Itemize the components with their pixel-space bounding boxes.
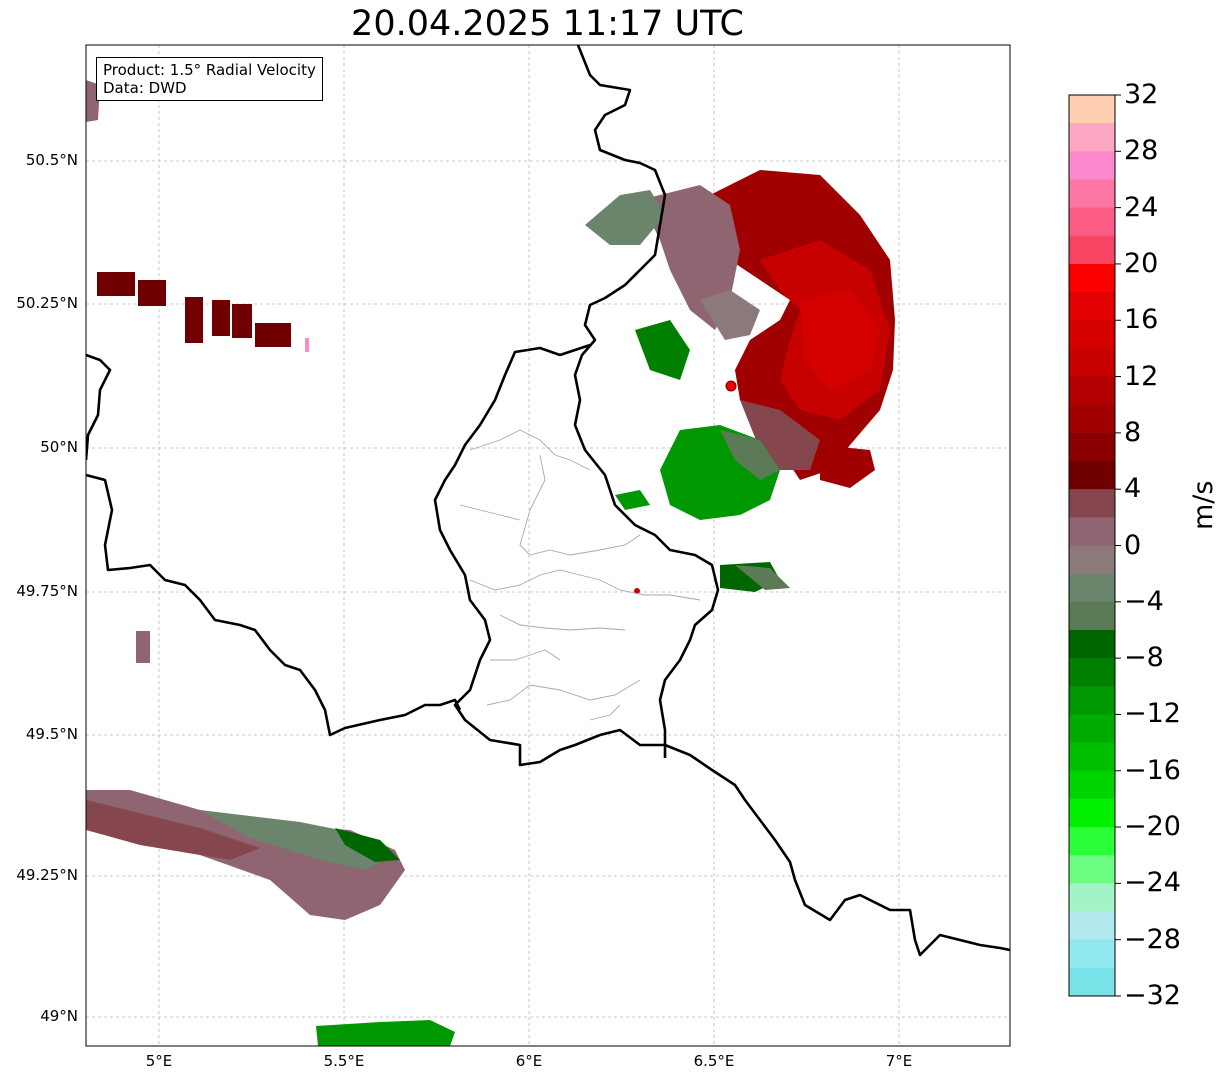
colorbar-band	[1069, 714, 1115, 744]
colorbar-band	[1069, 292, 1115, 321]
colorbar-tick-label: −20	[1124, 811, 1181, 843]
lat-label: 49.5°N	[25, 725, 78, 743]
colorbar-band	[1069, 798, 1115, 828]
lon-label: 5.5°E	[323, 1052, 365, 1070]
colorbar-band	[1069, 686, 1115, 715]
colorbar-tick-label: 12	[1124, 360, 1159, 392]
colorbar-band	[1069, 404, 1115, 434]
colorbar-band	[1069, 967, 1115, 997]
colorbar-tick-label: −12	[1124, 698, 1181, 730]
lon-label: 6.5°E	[693, 1052, 735, 1070]
data-source-label: Data: DWD	[103, 79, 187, 97]
colorbar-band	[1069, 855, 1115, 884]
colorbar-tick-label: −32	[1124, 980, 1181, 1011]
colorbar-band	[1069, 123, 1115, 152]
colorbar-tick-label: −16	[1124, 754, 1181, 786]
colorbar-band	[1069, 629, 1115, 659]
lon-label: 7°E	[885, 1052, 913, 1070]
colorbar-band	[1069, 770, 1115, 800]
colorbar-band	[1069, 939, 1115, 969]
colorbar-band	[1069, 95, 1115, 124]
colorbar-band	[1069, 601, 1115, 631]
colorbar-tick-label: 0	[1124, 529, 1142, 561]
colorbar-band	[1069, 573, 1115, 603]
product-label: Product: 1.5° Radial Velocity	[103, 61, 316, 79]
radar-site-marker	[725, 380, 737, 392]
colorbar-band	[1069, 827, 1115, 856]
lat-label: 50.5°N	[25, 151, 78, 169]
colorbar-band	[1069, 461, 1115, 490]
colorbar-band	[1069, 489, 1115, 518]
admin-boundaries	[459, 429, 701, 721]
colorbar-band	[1069, 376, 1115, 406]
info-box: Product: 1.5° Radial Velocity Data: DWD	[96, 57, 323, 101]
lat-label: 49.25°N	[16, 866, 78, 884]
colorbar	[1068, 94, 1121, 997]
colorbar-tick-label: 20	[1124, 247, 1159, 279]
colorbar-tick-label: 4	[1124, 473, 1142, 505]
colorbar-band	[1069, 263, 1115, 293]
colorbar-band	[1069, 517, 1115, 546]
lat-label: 49.75°N	[16, 582, 78, 600]
colorbar-band	[1069, 320, 1115, 349]
colorbar-tick-label: 28	[1124, 135, 1159, 167]
borders	[86, 45, 1010, 957]
colorbar-band	[1069, 432, 1115, 462]
lon-label: 5°E	[145, 1052, 173, 1070]
colorbar-band	[1069, 545, 1115, 575]
colorbar-tick-label: −8	[1124, 642, 1164, 674]
colorbar-band	[1069, 235, 1115, 265]
lat-label: 50.25°N	[16, 294, 78, 312]
lon-label: 6°E	[515, 1052, 543, 1070]
colorbar-tick-label: 24	[1124, 191, 1159, 223]
colorbar-unit-label: m/s	[1188, 480, 1219, 530]
colorbar-tick-label: −24	[1124, 867, 1181, 899]
colorbar-tick-label: 32	[1124, 79, 1159, 110]
colorbar-band	[1069, 658, 1115, 687]
colorbar-band	[1069, 742, 1115, 772]
colorbar-band	[1069, 179, 1115, 209]
colorbar-tick-label: −4	[1124, 585, 1164, 617]
radar-echoes	[86, 80, 895, 1046]
colorbar-band	[1069, 883, 1115, 913]
map-title: 20.04.2025 11:17 UTC	[351, 4, 744, 44]
colorbar-tick-label: −28	[1124, 923, 1181, 955]
colorbar-tick-label: 8	[1124, 416, 1142, 448]
lat-label: 49°N	[40, 1007, 78, 1025]
colorbar-tick-label: 16	[1124, 304, 1159, 336]
colorbar-band	[1069, 911, 1115, 941]
lat-label: 50°N	[40, 438, 78, 456]
colorbar-band	[1069, 207, 1115, 237]
colorbar-band	[1069, 348, 1115, 378]
colorbar-band	[1069, 151, 1115, 180]
